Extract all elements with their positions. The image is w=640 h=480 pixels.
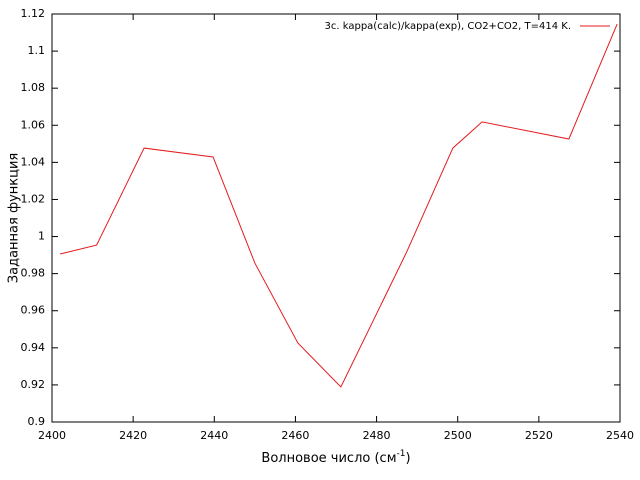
x-tick-label: 2520 — [525, 429, 553, 442]
x-tick-label: 2400 — [38, 429, 66, 442]
x-tick-label: 2460 — [281, 429, 309, 442]
x-label-tail: ) — [405, 451, 410, 466]
y-tick-label: 0.9 — [28, 415, 46, 428]
y-tick-label: 0.94 — [21, 341, 46, 354]
data-line — [59, 23, 618, 388]
y-tick-label: 1.06 — [21, 118, 46, 131]
y-tick-label: 1 — [38, 230, 45, 243]
y-tick-label: 1.04 — [21, 155, 46, 168]
x-tick-label: 2500 — [444, 429, 472, 442]
y-tick-label: 1.08 — [21, 81, 46, 94]
plot-frame — [51, 13, 621, 423]
y-tick-label: 0.92 — [21, 378, 46, 391]
x-label-sup: -1 — [397, 449, 406, 459]
y-tick-label: 0.98 — [21, 267, 46, 280]
x-label-text: Волновое число (см — [261, 451, 396, 466]
y-axis-label: Заданная функция — [7, 153, 22, 283]
y-tick-label: 1.1 — [28, 44, 46, 57]
y-tick-label: 1.02 — [21, 192, 46, 205]
y-tick-label: 1.12 — [21, 7, 46, 20]
legend-label: 3c. kappa(calc)/kappa(exp), CO2+CO2, T=4… — [325, 21, 571, 32]
y-tick-label: 0.96 — [21, 304, 46, 317]
x-tick-label: 2540 — [606, 429, 634, 442]
x-tick-label: 2440 — [200, 429, 228, 442]
x-axis-label: Волновое число (см-1) — [261, 449, 410, 466]
x-tick-label: 2420 — [119, 429, 147, 442]
x-tick-label: 2480 — [363, 429, 391, 442]
